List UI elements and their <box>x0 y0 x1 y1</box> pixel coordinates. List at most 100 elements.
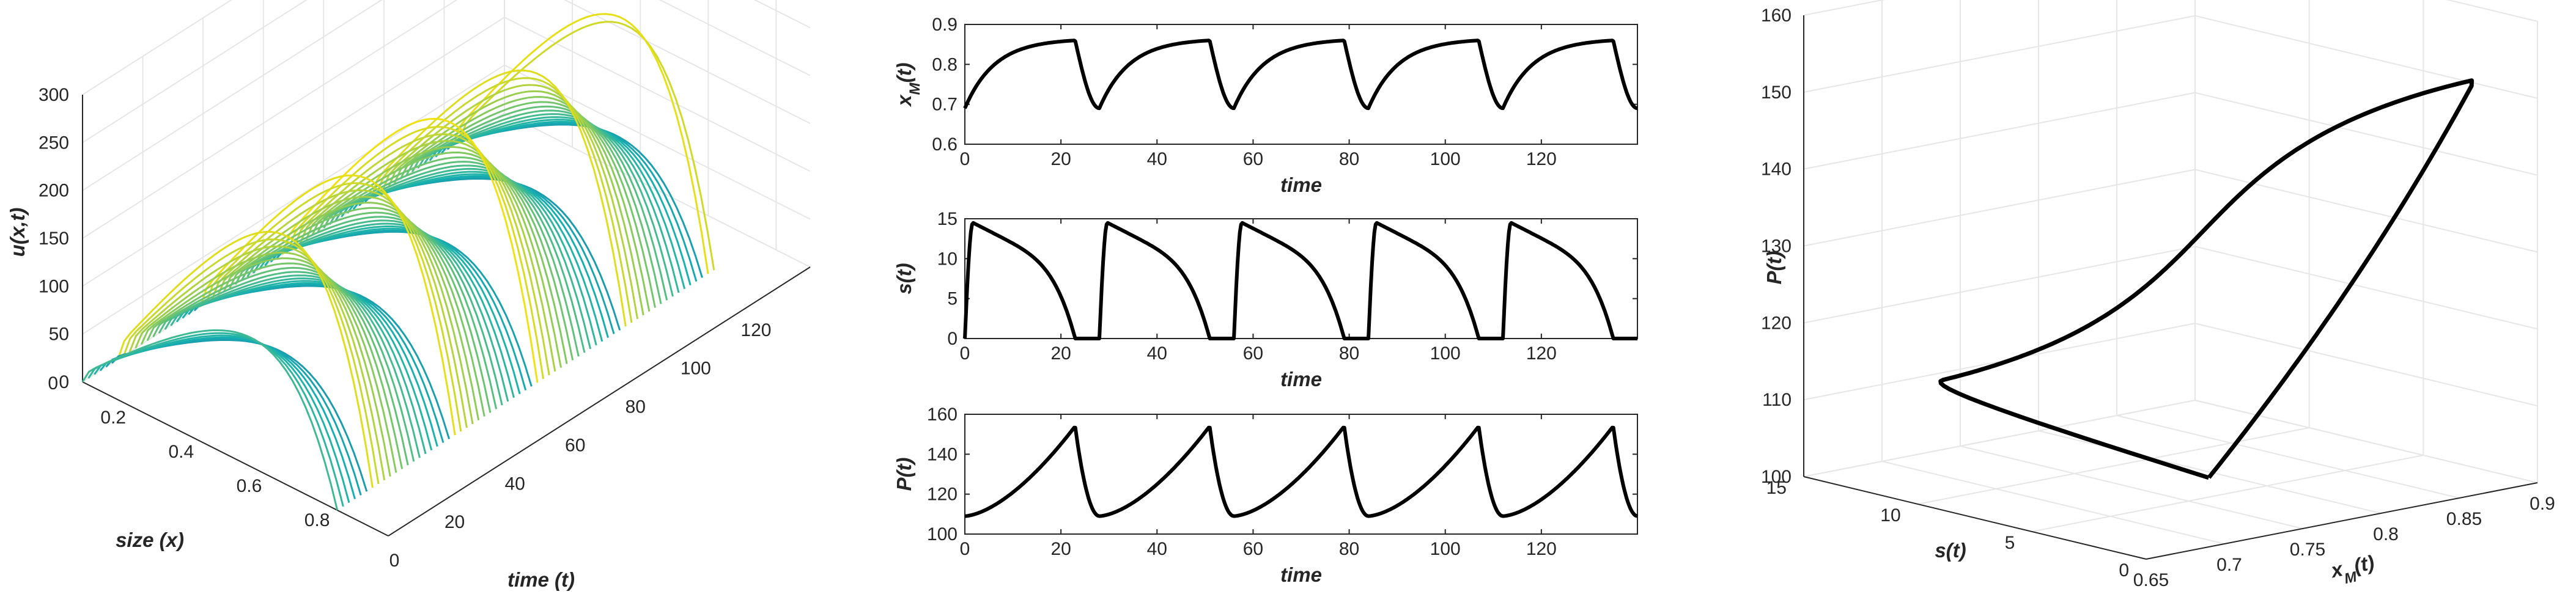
p-plot-series-line <box>964 425 1638 518</box>
phase-y-axis-label: s(t) <box>1935 539 1966 562</box>
surface-z-tick-label: 300 <box>39 85 69 105</box>
surface-time-slice-curve <box>99 336 356 500</box>
surface-t-tick-label: 100 <box>681 359 711 379</box>
surface-time-slice-curve <box>140 257 397 473</box>
phase-x-axis-label: xM(t) <box>2328 551 2378 590</box>
phase-floor-grid-line <box>2038 430 2382 514</box>
surface-time-slice-curve <box>135 251 391 477</box>
surface-z-tick-label: 150 <box>39 229 69 249</box>
phase-floor-grid-line <box>2116 415 2460 499</box>
phase-x-tick-label: 0.85 <box>2446 509 2482 529</box>
xm-plot-y-tick-label: 0.7 <box>932 95 958 115</box>
phase-y-tick-label: 10 <box>1880 505 1900 526</box>
phase-z-tick-label: 130 <box>1761 236 1792 257</box>
phase-back-wall-grid-line <box>1803 0 1886 16</box>
phase-y-tick-label: 0 <box>2119 560 2129 581</box>
surface-time-slice-curve <box>146 262 404 469</box>
p-plot-x-tick-label: 20 <box>1050 539 1071 559</box>
phase-trajectory-line <box>1938 78 2474 480</box>
surface-time-slice-curve <box>287 126 545 379</box>
surface-z-grid-line <box>82 0 811 144</box>
surface-z-tick-label: 0 <box>59 372 69 392</box>
p-time-series-panel: 0 20 40 60 80 100 120 100 120 140 160 time P(t) <box>893 405 1638 586</box>
phase-z-axis-label: P(t) <box>1763 251 1785 285</box>
phase-x-axis-line <box>2146 482 2538 560</box>
p-plot-x-tick-label: 100 <box>1430 539 1461 559</box>
surface-time-slice-curve <box>105 338 362 496</box>
p-plot-y-tick-label: 160 <box>927 405 958 425</box>
surface-time-slice-curve <box>429 119 686 290</box>
surface-time-slice-curve <box>158 271 415 462</box>
surface-x-tick-label: 0.2 <box>100 408 126 428</box>
phase-z-tick-label: 160 <box>1761 5 1792 26</box>
xm-plot-x-tick-label: 60 <box>1243 149 1263 169</box>
xm-plot-x-tick-label: 100 <box>1430 149 1461 169</box>
surface-time-slice-curve <box>382 84 639 320</box>
surface-time-slice-curve <box>417 113 674 297</box>
phase-x-tick-label: 0.8 <box>2373 524 2399 544</box>
phase-x-tick-label: 0.7 <box>2216 555 2242 575</box>
xm-plot-y-tick-label: 0.6 <box>932 134 958 155</box>
surface-time-slice-curve <box>193 285 451 439</box>
phase-z-tick-label: 110 <box>1762 390 1792 410</box>
phase-side-wall-grid-line <box>2194 400 2538 483</box>
phase-floor-grid-line <box>1960 445 2303 529</box>
s-plot-x-tick-label: 40 <box>1147 343 1167 364</box>
surface-t-axis-label: time (t) <box>507 568 575 591</box>
surface-t-tick-label: 20 <box>445 512 465 532</box>
phase-side-wall-grid-line <box>2194 15 2538 99</box>
phase-z-tick-label: 120 <box>1761 313 1792 333</box>
surface-time-slice-curve <box>452 13 709 274</box>
p-plot-x-tick-label: 60 <box>1243 539 1263 559</box>
surface-time-slice-curve <box>122 238 380 485</box>
s-time-series-panel: 0 20 40 60 80 100 120 0 5 10 15 time s(t) <box>893 209 1638 390</box>
surface-time-slice-curve <box>152 266 409 466</box>
phase-back-wall-grid-line <box>1803 92 2196 170</box>
s-plot-x-tick-label: 60 <box>1243 343 1263 364</box>
surface-time-slice-curve <box>211 189 468 428</box>
phase-side-wall-grid-line <box>2194 323 2538 407</box>
surface-time-slice-curve <box>205 182 462 432</box>
phase-y-tick-label: 5 <box>2005 533 2015 553</box>
surface-plot-panel: 0 50 100 150 200 250 300 0 20 40 60 80 100 120 0 0.2 0.4… <box>6 0 811 591</box>
s-plot-x-tick-label: 120 <box>1526 343 1557 364</box>
s-plot-x-axis-label: time <box>1280 368 1322 390</box>
phase-side-wall-grid-line <box>2446 0 2538 22</box>
surface-z-tick-label: 200 <box>39 181 69 201</box>
surface-time-slice-curve <box>164 274 421 458</box>
s-plot-series-line <box>963 221 1638 340</box>
phase-x-tick-label: 0.9 <box>2530 494 2555 514</box>
phase-back-wall-grid-line <box>1803 169 2196 247</box>
surface-time-slice-curve <box>446 123 703 278</box>
phase-back-wall-grid-line <box>1803 15 2196 93</box>
xm-plot-x-axis-label: time <box>1280 174 1322 196</box>
surface-time-slice-curve <box>175 280 433 451</box>
surface-time-slice-curve <box>323 161 580 357</box>
p-plot-axes-box <box>964 414 1638 535</box>
surface-time-slice-curve <box>128 245 386 481</box>
s-plot-y-tick-label: 15 <box>937 209 958 229</box>
surface-x-tick-label: 0.4 <box>169 442 194 462</box>
s-plot-y-axis-label: s(t) <box>893 263 915 294</box>
phase-floor-grid-line <box>1917 427 2309 505</box>
s-plot-y-tick-label: 5 <box>947 289 958 309</box>
surface-time-slice-curve <box>87 332 344 507</box>
s-plot-axes-box <box>964 218 1638 339</box>
phase-floor-grid-line <box>1881 461 2225 544</box>
phase-y-tick-label: 15 <box>1766 478 1787 498</box>
xm-plot-y-axis-label: xM(t) <box>893 62 923 107</box>
surface-time-slice-curve <box>223 202 480 420</box>
phase-floor-grid-line <box>2032 455 2424 532</box>
surface-time-slice-curve <box>299 139 556 372</box>
surface-t-tick-label: 0 <box>389 551 400 571</box>
phase-side-wall-grid-line <box>2194 169 2538 253</box>
surface-time-slice-curve <box>305 145 562 368</box>
xm-plot-y-tick-label: 0.9 <box>932 15 958 35</box>
phase-z-tick-label: 140 <box>1761 159 1792 180</box>
surface-x-tick-label: 0 <box>48 373 58 394</box>
surface-t-tick-label: 120 <box>740 320 771 340</box>
phase-back-wall-grid-line <box>1803 400 2196 477</box>
p-plot-y-axis-label: P(t) <box>893 458 915 491</box>
